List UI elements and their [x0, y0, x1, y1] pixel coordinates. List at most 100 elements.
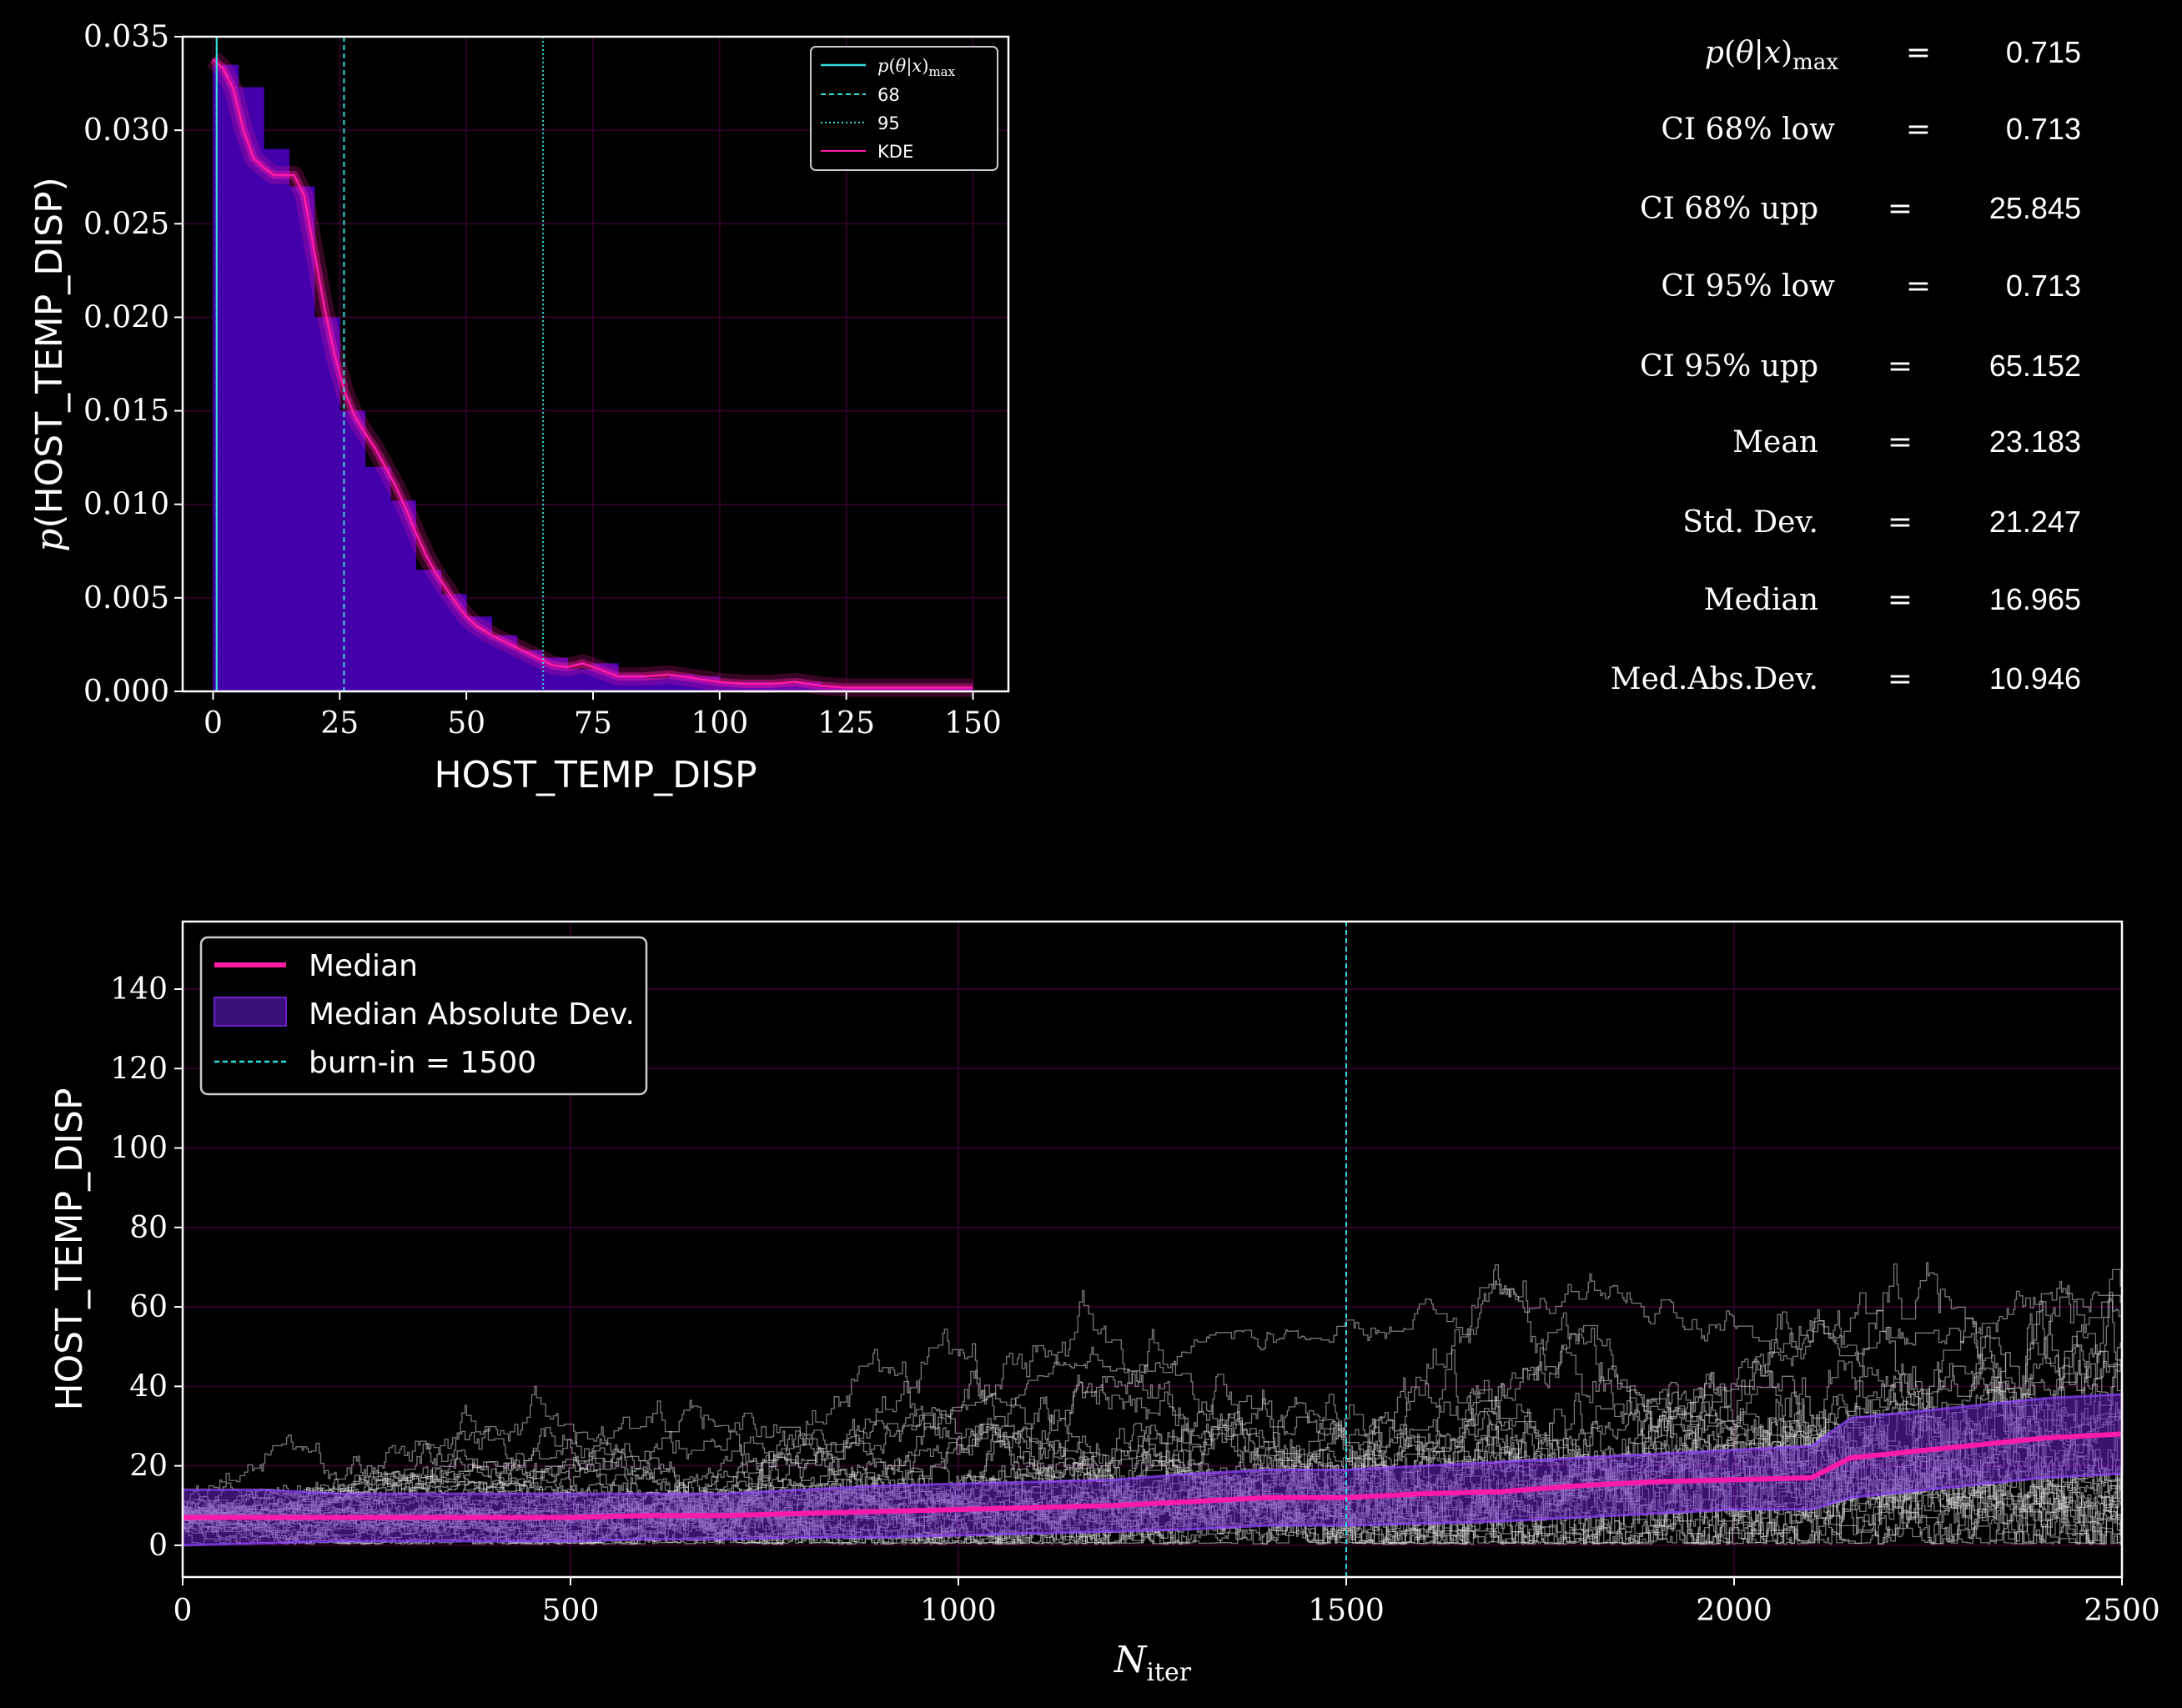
walker-trace	[183, 1354, 2123, 1545]
stat-value: 65.152	[1989, 349, 2081, 383]
histogram-bar	[289, 186, 315, 691]
stat-equals: =	[1888, 192, 1913, 226]
histogram-y-tick-label: 0.035	[83, 20, 169, 54]
legend-label-median: Median	[309, 949, 418, 983]
trace-x-ticks: 0 500 1000 1500 2000 2500	[173, 1577, 2160, 1628]
histogram-y-tick-label: 0.015	[83, 394, 169, 429]
histogram-bar	[948, 687, 973, 691]
histogram-x-tick-label: 100	[691, 706, 748, 741]
histogram-bar	[795, 681, 822, 691]
histogram-x-tick-label: 0	[204, 706, 223, 741]
histogram-x-tick-label: 150	[944, 706, 1002, 741]
histogram-y-tick-label: 0.025	[83, 207, 169, 241]
histogram-x-tick-label: 75	[574, 706, 612, 741]
trace-x-tick-label: 500	[542, 1594, 600, 1628]
credible-interval-lines	[215, 37, 545, 691]
trace-y-ticks: 0 20 40 60 80 100 120 140	[110, 972, 183, 1563]
histogram-bar	[719, 681, 746, 691]
histogram-x-tick-label: 125	[817, 706, 875, 741]
trace-x-tick-label: 0	[173, 1594, 193, 1628]
trace-plot-panel: 0 500 1000 1500 2000 2500 020406080100120140 …	[48, 920, 2160, 1687]
histogram-y-tick-label: 0.005	[83, 581, 169, 615]
kde-curve	[212, 58, 973, 689]
stat-value: 25.845	[1989, 191, 2081, 225]
histogram-bar	[745, 681, 772, 691]
histogram-x-tick-label: 50	[447, 706, 485, 741]
histogram-bar	[770, 684, 797, 691]
histogram-x-axis-label: HOST_TEMP_DISP	[434, 754, 757, 796]
legend-label-burnin: burn-in = 1500	[309, 1046, 536, 1080]
histogram-bar	[390, 500, 416, 691]
histogram-bar	[415, 570, 442, 691]
trace-legend-box	[199, 936, 648, 1096]
histogram-bar	[491, 635, 518, 691]
stat-value: 0.713	[2006, 269, 2081, 303]
stat-equals: =	[1888, 505, 1913, 540]
trace-x-tick-label: 1000	[920, 1594, 997, 1628]
histogram-bar	[238, 87, 264, 692]
stat-equals: =	[1888, 349, 1913, 384]
histogram-bar	[821, 687, 847, 691]
histogram-y-tick-label: 0.020	[83, 300, 169, 334]
trace-y-tick-label: 0	[148, 1529, 168, 1563]
stat-value: 10.946	[1989, 661, 2081, 696]
legend-label-mad: Median Absolute Dev.	[309, 997, 635, 1032]
histogram-axes-frame	[181, 35, 1010, 693]
median-line	[183, 1431, 2123, 1520]
posterior-histogram-panel: 0 25 50 75 100 125 150 0.000 0.005 0.010 0.015 0.0…	[28, 20, 1010, 796]
histogram-bar	[669, 674, 695, 691]
stat-equals: =	[1906, 113, 1931, 147]
stat-equals: =	[1888, 583, 1913, 617]
histogram-legend: p(θ|x)max 68 95 KDE	[810, 46, 998, 171]
stat-label: CI 95% upp	[1640, 349, 1818, 384]
legend-label-68: 68	[877, 85, 900, 105]
histogram-y-axis-label: p(HOST_TEMP_DISP)	[28, 177, 71, 552]
histogram-legend-box	[810, 46, 998, 171]
histogram-bar	[365, 466, 391, 691]
stat-label: CI 68% upp	[1640, 192, 1818, 226]
stat-label: Mean	[1732, 425, 1818, 460]
stat-value: 16.965	[1989, 582, 2081, 616]
stat-equals: =	[1888, 425, 1913, 460]
histogram-bar	[872, 687, 897, 691]
trace-axes-frame	[181, 920, 2124, 1579]
trace-x-tick-label: 2500	[2084, 1594, 2160, 1628]
trace-x-tick-label: 1500	[1308, 1594, 1385, 1628]
trace-y-axis-label: HOST_TEMP_DISP	[48, 1088, 91, 1410]
histogram-bar	[567, 669, 594, 691]
histogram-bar	[922, 687, 948, 691]
stat-equals: =	[1906, 36, 1931, 70]
trace-y-tick-label: 80	[129, 1211, 168, 1245]
trace-legend: Median Median Absolute Dev. burn-in = 15…	[199, 936, 648, 1096]
stat-label: CI 68% low	[1661, 113, 1835, 147]
histogram-x-tick-label: 25	[320, 706, 359, 741]
stat-label-pmax: p(θ|x)max	[1705, 36, 1838, 75]
walker-trace	[183, 1273, 2123, 1521]
stat-value: 0.715	[2006, 35, 2081, 69]
histogram-bar	[466, 616, 492, 691]
median-line-group	[183, 1431, 2123, 1520]
histogram-bar	[314, 317, 340, 691]
histogram-x-ticks: 0 25 50 75 100 125 150	[204, 691, 1002, 741]
stat-value: 21.247	[1989, 505, 2081, 539]
stat-equals: =	[1906, 269, 1931, 304]
trace-y-tick-label: 120	[110, 1052, 168, 1086]
histogram-y-tick-label: 0.030	[83, 113, 169, 148]
legend-label-kde: KDE	[877, 142, 913, 162]
trace-y-tick-label: 100	[110, 1132, 168, 1166]
legend-swatch-mad	[214, 997, 287, 1027]
kde-curve-group	[206, 52, 973, 697]
histogram-y-tick-label: 0.000	[83, 675, 169, 709]
histogram-bar	[264, 148, 290, 692]
histogram-y-tick-label: 0.010	[83, 488, 169, 522]
summary-statistics: p(θ|x)max = 0.715 CI 68% low = 0.713 CI 68% up…	[1611, 35, 2081, 696]
stat-label: Median	[1704, 583, 1818, 617]
stat-label: Std. Dev.	[1682, 505, 1818, 540]
histogram-bar	[618, 674, 645, 691]
trace-x-tick-label: 2000	[1696, 1594, 1772, 1628]
trace-x-axis-label: Niter	[1114, 1639, 1192, 1687]
histogram-bar	[846, 687, 872, 691]
stat-equals: =	[1888, 662, 1913, 696]
trace-y-tick-label: 140	[110, 972, 168, 1007]
